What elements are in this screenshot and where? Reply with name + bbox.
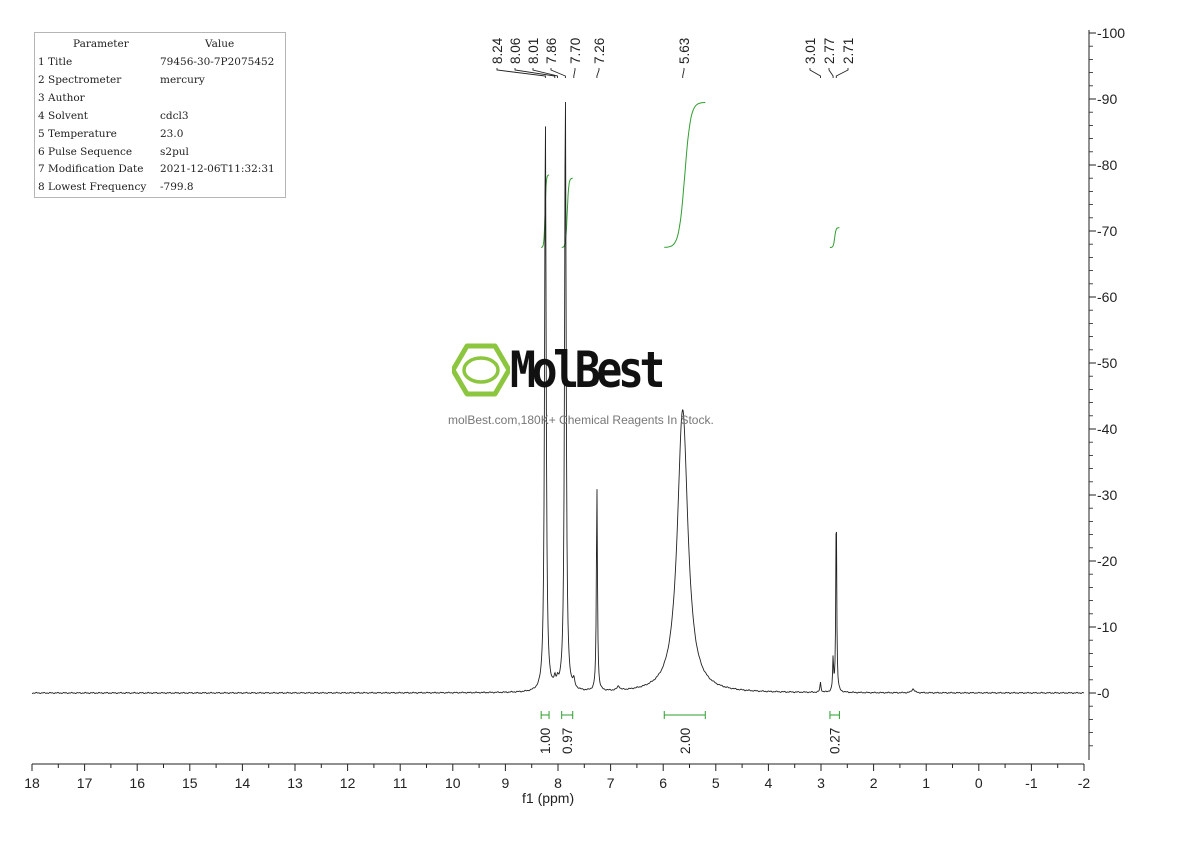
y-axis: -100 -90 -80 -70 -60 -50 -40 -30 -20 -10 -0 (1088, 25, 1125, 760)
y-tick-label: -60 (1097, 289, 1117, 305)
param-value: 79456-30-7P2075452 (160, 56, 275, 68)
param-label: 6 Pulse Sequence (38, 145, 133, 158)
param-label: 4 Solvent (38, 109, 89, 122)
param-label: 5 Temperature (38, 127, 117, 140)
x-tick-label: 9 (502, 775, 510, 791)
y-tick-label: -50 (1097, 355, 1117, 371)
peak-label: 5.63 (677, 38, 692, 64)
param-value: 23.0 (160, 127, 184, 140)
x-tick-label: 10 (445, 775, 461, 791)
x-tick-label: 14 (235, 775, 251, 791)
peak-leader-line (550, 68, 566, 78)
x-tick-label: 3 (817, 775, 825, 791)
y-tick-label: -90 (1097, 91, 1117, 107)
param-value: 2021-12-06T11:32:31 (160, 163, 275, 176)
y-tick-label: -70 (1097, 223, 1117, 239)
y-tick-label: -100 (1097, 25, 1125, 41)
param-header-value: Value (205, 38, 235, 50)
peak-label: 7.70 (568, 38, 583, 64)
peak-leader-line (573, 68, 576, 78)
integral-bars: 1.00 0.97 2.00 0.27 (538, 711, 843, 754)
peak-leader-line (835, 68, 849, 78)
peak-label: 8.24 (490, 37, 505, 64)
peak-labels: 8.24 8.06 8.01 7.86 7.70 7.26 5.63 3.01 2.77 2.71 (490, 37, 856, 78)
integral-label: 1.00 (538, 728, 553, 754)
x-axis-title: f1 (ppm) (522, 790, 575, 806)
brand-tagline: molBest.com,180K+ Chemical Reagents In S… (448, 413, 714, 427)
param-value: mercury (160, 73, 205, 86)
peak-label: 8.06 (508, 38, 523, 64)
spectrum-line (31, 102, 1085, 695)
peak-label: 7.26 (592, 38, 607, 64)
peak-leader-line (496, 68, 546, 78)
integral-curves (541, 101, 840, 248)
param-value: -799.8 (160, 181, 194, 194)
x-axis: 18 17 16 15 14 13 12 11 10 9 8 7 6 5 4 3 2 1 0 -1 -2 (24, 763, 1091, 791)
x-tick-label: 1 (922, 775, 930, 791)
x-tick-label: 16 (129, 775, 145, 791)
x-tick-label: -2 (1078, 775, 1091, 791)
peak-label: 2.77 (822, 38, 837, 64)
x-tick-label: 2 (870, 775, 878, 791)
param-label: 8 Lowest Frequency (38, 181, 147, 194)
peak-leader-line (596, 68, 600, 78)
integral-curve (664, 101, 706, 248)
peak-leader-line (532, 68, 558, 78)
param-value: s2pul (160, 145, 189, 158)
x-tick-label: 8 (554, 775, 562, 791)
peak-label: 3.01 (803, 38, 818, 64)
x-tick-label: 5 (712, 775, 720, 791)
x-tick-label: 12 (340, 775, 356, 791)
x-tick-label: 17 (77, 775, 93, 791)
molbest-watermark: MolBest molBest.com,180K+ Chemical Reage… (448, 341, 752, 442)
y-tick-label: -0 (1097, 685, 1110, 701)
x-tick-label: -1 (1025, 775, 1038, 791)
param-label: 7 Modification Date (38, 163, 144, 176)
peak-label: 2.71 (841, 38, 856, 64)
x-tick-label: 11 (393, 775, 408, 791)
x-tick-label: 6 (659, 775, 667, 791)
peak-label: 8.01 (526, 38, 541, 64)
parameter-table: Parameter Value 1 Title 79456-30-7P207545… (34, 32, 286, 198)
integral-label: 2.00 (678, 728, 693, 754)
y-tick-label: -10 (1097, 619, 1117, 635)
x-tick-label: 15 (182, 775, 198, 791)
param-label: 1 Title (38, 56, 73, 68)
x-tick-label: 7 (607, 775, 615, 791)
x-tick-label: 4 (765, 775, 773, 791)
integral-curve (829, 227, 840, 248)
peak-leader-line (828, 68, 834, 78)
y-tick-label: -80 (1097, 157, 1117, 173)
y-tick-label: -40 (1097, 421, 1117, 437)
param-label: 3 Author (38, 91, 85, 104)
param-value: cdcl3 (160, 109, 189, 122)
y-tick-label: -30 (1097, 487, 1117, 503)
peak-leader-line (809, 68, 821, 78)
integral-label: 0.27 (828, 728, 843, 754)
x-tick-label: 18 (24, 775, 40, 791)
brand-name: MolBest (510, 341, 665, 399)
peak-label: 7.86 (544, 38, 559, 64)
integral-curve (561, 177, 573, 248)
x-tick-label: 13 (287, 775, 303, 791)
param-label: 2 Spectrometer (38, 73, 122, 86)
x-tick-label: 0 (975, 775, 983, 791)
param-header-name: Parameter (73, 38, 129, 50)
peak-leader-line (682, 68, 685, 78)
peak-leader-line (514, 68, 556, 78)
y-tick-label: -20 (1097, 553, 1117, 569)
benzene-hexagon-icon (452, 343, 510, 397)
integral-label: 0.97 (560, 728, 575, 754)
